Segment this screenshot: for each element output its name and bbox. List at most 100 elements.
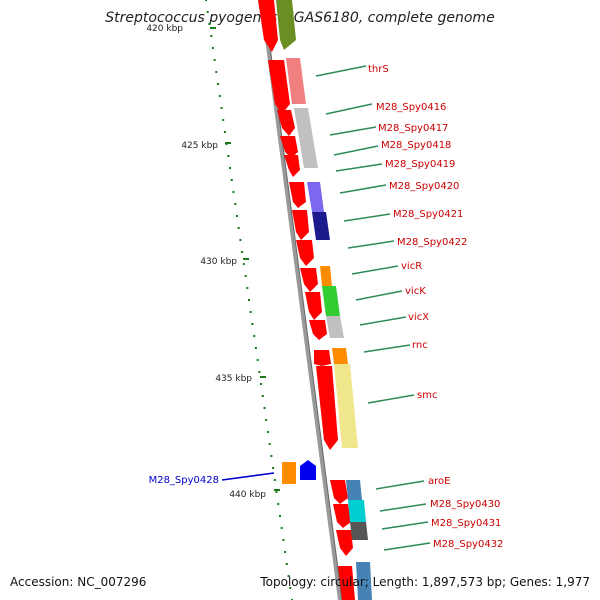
- minor-tick-dot: [289, 587, 292, 589]
- cds-arrow[interactable]: [289, 182, 306, 208]
- minor-tick-dot: [227, 155, 230, 157]
- feature-block[interactable]: [276, 0, 296, 50]
- cds-arrow[interactable]: [258, 0, 278, 52]
- connector-line: [333, 145, 379, 156]
- cds-arrow[interactable]: [300, 268, 318, 292]
- feature-block[interactable]: [312, 212, 330, 240]
- gene-label[interactable]: thrS: [368, 64, 389, 75]
- gene-label[interactable]: M28_Spy0431: [431, 518, 501, 529]
- connector-line: [375, 480, 425, 490]
- minor-tick-dot: [215, 71, 218, 73]
- feature-block[interactable]: [348, 500, 366, 522]
- cds-arrow[interactable]: [292, 210, 309, 240]
- cds-arrow[interactable]: [268, 60, 290, 114]
- minor-tick-dot: [272, 467, 275, 469]
- gene-label[interactable]: vicR: [401, 261, 422, 272]
- minor-tick-dot: [230, 179, 233, 181]
- connector-line: [367, 394, 415, 404]
- cds-arrow[interactable]: [330, 480, 348, 504]
- cds-arrow[interactable]: [277, 110, 295, 136]
- connector-line: [347, 240, 395, 249]
- feature-block[interactable]: [282, 462, 296, 484]
- cds-arrow[interactable]: [333, 504, 351, 528]
- gene-label[interactable]: M28_Spy0420: [389, 181, 459, 192]
- minor-tick-dot: [213, 59, 216, 61]
- connector-line: [325, 103, 373, 115]
- cds-arrow-blue[interactable]: [300, 460, 316, 480]
- gene-labels-right: thrS M28_Spy0416 M28_Spy0417 M28_Spy0418…: [368, 64, 503, 550]
- cds-arrow[interactable]: [316, 366, 338, 450]
- minor-tick-dot: [263, 407, 266, 409]
- connector-line-blue: [221, 472, 275, 481]
- feature-block[interactable]: [320, 266, 332, 286]
- gene-label[interactable]: vicK: [405, 286, 426, 297]
- minor-tick-dot: [218, 95, 221, 97]
- minor-tick-dot: [258, 371, 261, 373]
- cds-arrow[interactable]: [309, 320, 327, 340]
- gene-label[interactable]: smc: [417, 390, 437, 401]
- cds-arrow[interactable]: [305, 292, 322, 320]
- connector-line: [343, 213, 391, 222]
- gene-label[interactable]: M28_Spy0419: [385, 159, 455, 170]
- minor-tick-dot: [282, 539, 285, 541]
- connector-line: [381, 521, 429, 530]
- minor-tick-dot: [229, 167, 232, 169]
- cds-arrow[interactable]: [284, 155, 300, 177]
- minor-tick-dot: [249, 311, 252, 313]
- connector-line: [359, 316, 407, 326]
- minor-tick-dot: [279, 515, 281, 517]
- minor-tick-dot: [284, 551, 287, 553]
- feature-block[interactable]: [322, 286, 340, 316]
- left-gene-M28_Spy0428[interactable]: [282, 460, 316, 484]
- gene-label[interactable]: aroE: [428, 476, 450, 487]
- feature-block[interactable]: [334, 364, 358, 448]
- cds-arrow[interactable]: [280, 136, 298, 158]
- minor-tick-dot: [222, 119, 225, 121]
- tick-label-430: 430 kbp: [200, 257, 237, 267]
- feature-block[interactable]: [356, 562, 372, 600]
- gene-label[interactable]: M28_Spy0418: [381, 140, 451, 151]
- tick-label-425: 425 kbp: [181, 141, 218, 151]
- cds-arrow[interactable]: [336, 530, 353, 556]
- feature-block[interactable]: [307, 182, 324, 212]
- connector-line: [363, 344, 411, 353]
- minor-tick-dot: [246, 287, 249, 289]
- gene-label[interactable]: M28_Spy0421: [393, 209, 463, 220]
- minor-tick-dot: [223, 131, 226, 133]
- feature-block[interactable]: [350, 522, 368, 540]
- gene-label[interactable]: rnc: [412, 340, 428, 351]
- minor-tick-dot: [239, 239, 242, 241]
- minor-tick-dot: [287, 575, 290, 577]
- gene-label[interactable]: vicX: [408, 312, 429, 323]
- minor-tick-dot: [266, 431, 269, 433]
- gene-label[interactable]: M28_Spy0417: [378, 123, 448, 134]
- gene-label[interactable]: M28_Spy0432: [433, 539, 503, 550]
- gene-label[interactable]: M28_Spy0416: [376, 102, 446, 113]
- cds-track: [258, 0, 355, 600]
- minor-tick-dot: [217, 83, 219, 85]
- feature-block[interactable]: [286, 58, 306, 104]
- minor-tick-dot: [270, 455, 273, 457]
- feature-track: [276, 0, 372, 600]
- cds-arrow[interactable]: [314, 350, 331, 366]
- gene-label[interactable]: M28_Spy0422: [397, 237, 467, 248]
- cds-arrow[interactable]: [338, 566, 355, 600]
- minor-tick-dot: [275, 491, 278, 493]
- minor-tick-dot: [234, 203, 237, 205]
- connector-line: [351, 265, 399, 275]
- feature-block[interactable]: [326, 316, 344, 338]
- minor-tick-dot: [232, 191, 235, 193]
- minor-tick-dot: [206, 11, 209, 13]
- minor-tick-dot: [251, 323, 254, 325]
- connector-line: [379, 503, 427, 512]
- gene-label-left[interactable]: M28_Spy0428: [149, 475, 219, 486]
- cds-arrow[interactable]: [296, 240, 314, 266]
- feature-block[interactable]: [346, 480, 362, 500]
- minor-tick-dot: [254, 347, 257, 349]
- connector-line: [383, 542, 431, 551]
- minor-tick-dot: [242, 263, 245, 265]
- minor-tick-dot: [265, 419, 268, 421]
- feature-block[interactable]: [294, 108, 318, 168]
- feature-block[interactable]: [332, 348, 348, 364]
- gene-label[interactable]: M28_Spy0430: [430, 499, 500, 510]
